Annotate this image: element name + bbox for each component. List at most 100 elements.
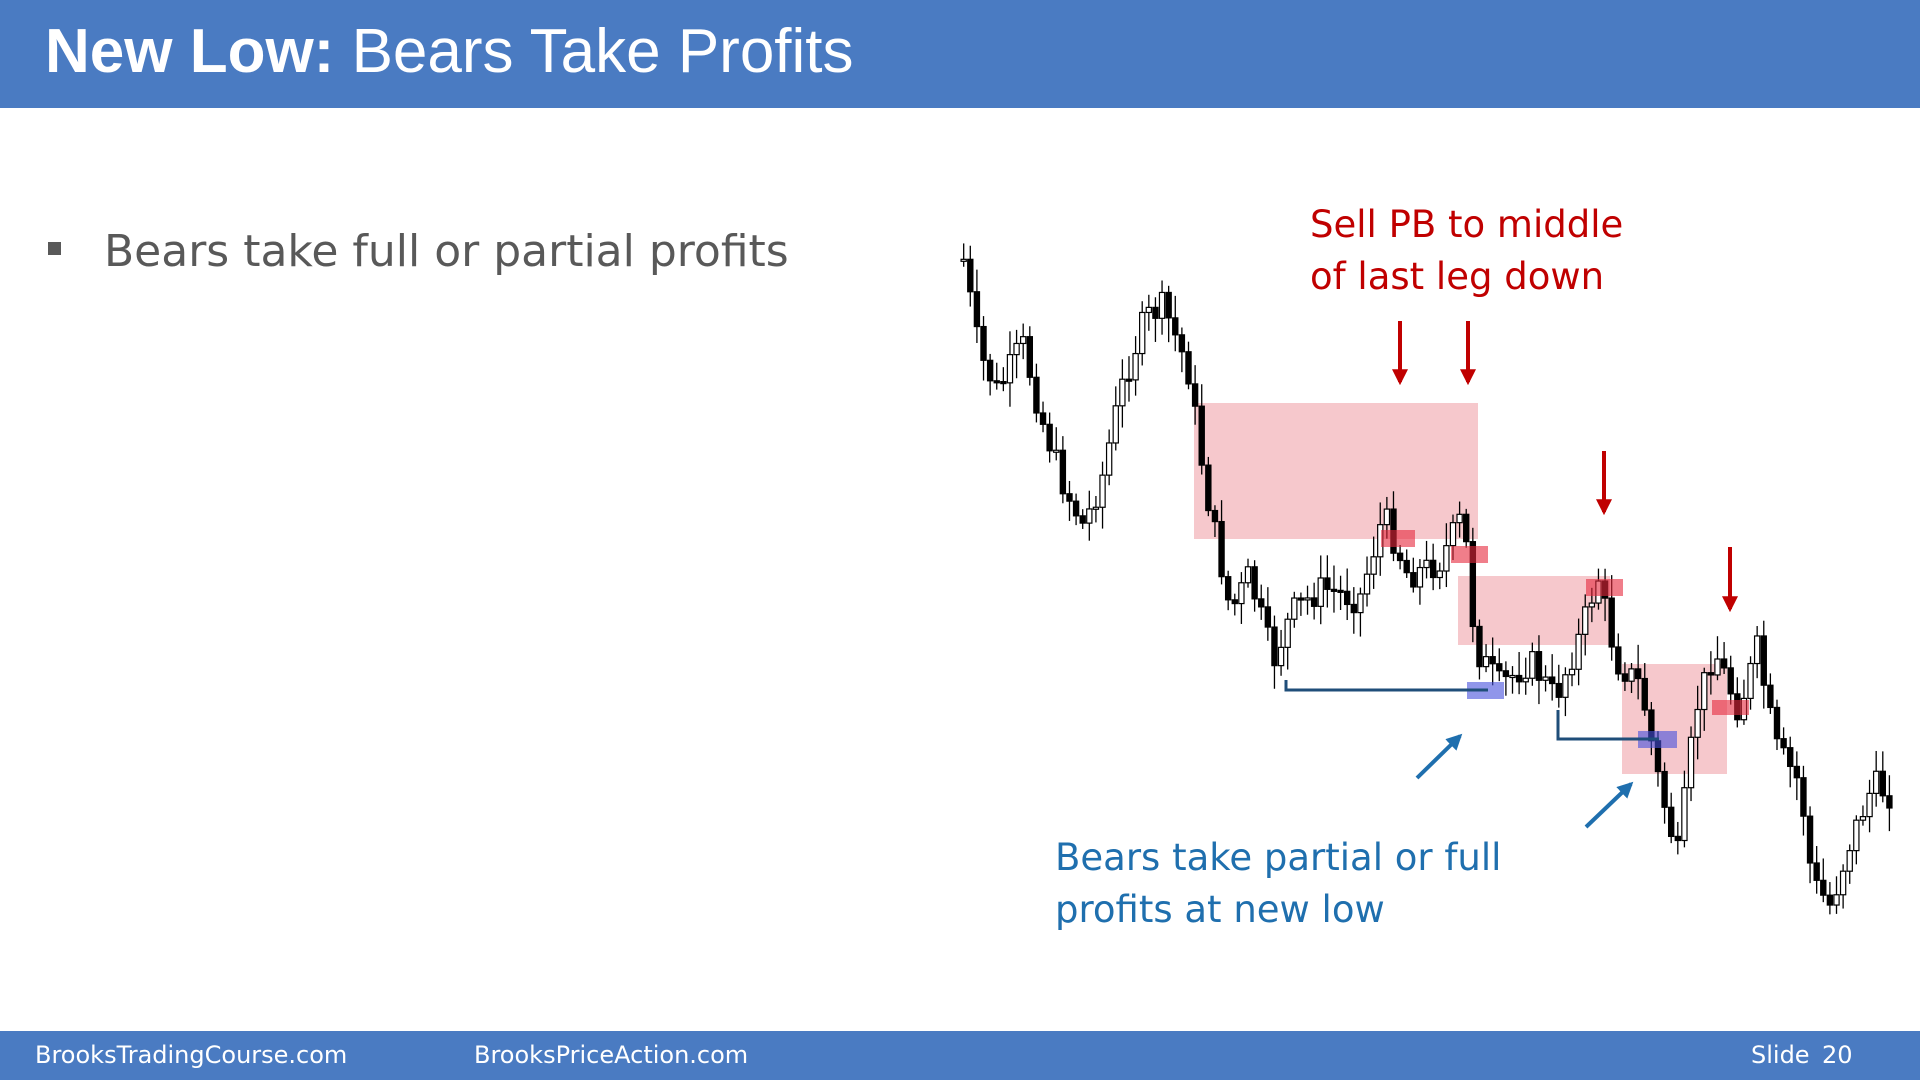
- zones: [1194, 403, 1727, 774]
- candle-body: [1145, 306, 1153, 314]
- candle-body: [1092, 506, 1100, 510]
- candle-body: [1350, 603, 1358, 614]
- highlights: [1284, 530, 1749, 748]
- candle-body: [1158, 291, 1166, 319]
- slide-number: 20: [1822, 1041, 1853, 1069]
- candle-body: [1707, 672, 1715, 676]
- annotation-line: profits at new low: [1055, 888, 1385, 931]
- candle-body: [1059, 449, 1067, 495]
- candle-body: [1621, 673, 1629, 682]
- candle-body: [1509, 674, 1516, 679]
- title-rest: Bears Take Profits: [351, 17, 854, 86]
- candle-body: [1363, 573, 1371, 595]
- candle-body: [1476, 625, 1483, 668]
- candle-body: [1357, 593, 1364, 614]
- candle-body: [1033, 376, 1040, 414]
- candle-body: [1211, 509, 1219, 523]
- candle-body: [1343, 590, 1351, 606]
- candle-body: [1826, 894, 1834, 906]
- candle-body: [973, 291, 981, 328]
- candle-body: [1218, 520, 1225, 578]
- candle-body: [1079, 515, 1086, 524]
- candle-body: [1251, 566, 1258, 600]
- sell-highlight: [1586, 579, 1623, 596]
- prior-low-line: [1284, 680, 1488, 692]
- candle-body: [1853, 819, 1860, 852]
- candle-body: [1562, 674, 1569, 698]
- candle-body: [1112, 405, 1119, 444]
- candle-body: [1304, 597, 1311, 601]
- candle-body: [1172, 317, 1179, 336]
- annotation-line: Bears take partial or full: [1055, 836, 1501, 879]
- candle-body: [1535, 651, 1543, 681]
- candle-body: [1000, 381, 1007, 385]
- candle-body: [1727, 667, 1734, 695]
- price-chart: Sell PB to middle of last leg down Bears…: [960, 203, 1893, 931]
- candle-body: [1859, 816, 1867, 821]
- arrows: [1392, 321, 1738, 829]
- candle-body: [1337, 589, 1344, 593]
- candle-body: [1515, 674, 1523, 683]
- candle-body: [1099, 474, 1106, 508]
- sell-zone: [1622, 664, 1727, 774]
- sell-highlight: [1712, 700, 1749, 715]
- sell-highlight: [1451, 546, 1488, 563]
- candle-body: [1125, 378, 1133, 382]
- candle-body: [1456, 513, 1463, 524]
- candle-body: [1886, 795, 1893, 809]
- candle-body: [1529, 651, 1536, 679]
- candle-body: [1681, 787, 1688, 842]
- candle-body: [1833, 894, 1840, 906]
- candle-body: [1423, 559, 1430, 569]
- candle-body: [1634, 668, 1642, 680]
- annotation-line: Sell PB to middle: [1310, 203, 1623, 246]
- candle-body: [1674, 835, 1682, 842]
- candle-body: [1284, 618, 1291, 648]
- candle-body: [1258, 598, 1265, 608]
- candle-body: [1205, 464, 1212, 512]
- candle-body: [1324, 577, 1331, 590]
- slide-title: New Low: Bears Take Profits: [45, 16, 854, 87]
- candle-body: [1436, 570, 1443, 579]
- candle-body: [1072, 500, 1080, 517]
- candle-body: [1582, 606, 1589, 635]
- candle-body: [1244, 566, 1252, 584]
- candle-body: [1846, 850, 1853, 872]
- candle-body: [980, 325, 987, 361]
- candle-body: [993, 380, 1000, 384]
- candle-body: [1383, 508, 1391, 526]
- candle-body: [1482, 656, 1490, 668]
- candle-body: [1800, 777, 1807, 817]
- candle-body: [1370, 556, 1377, 575]
- candle-body: [1813, 862, 1820, 881]
- candle-body: [1330, 588, 1338, 592]
- candle-body: [1086, 508, 1093, 524]
- candle-body: [1760, 635, 1767, 686]
- candle-body: [1879, 770, 1886, 797]
- title-bold: New Low:: [45, 17, 335, 86]
- candle-body: [1178, 334, 1186, 353]
- candle-body: [1568, 668, 1576, 676]
- candle-body: [986, 359, 994, 382]
- candle-body: [1793, 765, 1801, 779]
- candle-body: [1396, 552, 1404, 562]
- candle-body: [1667, 806, 1675, 838]
- bullet-text: Bears take full or partial profits: [104, 226, 789, 277]
- candle-body: [1872, 770, 1880, 794]
- candle-body: [1787, 747, 1794, 768]
- candle-body: [1165, 291, 1172, 319]
- candle-body: [1403, 559, 1410, 574]
- candle-body: [1701, 672, 1708, 711]
- header-bar: New Low: Bears Take Profits: [0, 0, 1920, 108]
- candle-body: [1720, 658, 1728, 669]
- candle-body: [1277, 646, 1285, 667]
- candle-body: [1687, 736, 1695, 789]
- candle-body: [1449, 522, 1457, 547]
- candle-body: [1806, 815, 1814, 864]
- candle-body: [1132, 352, 1139, 381]
- candle-body: [1046, 423, 1053, 452]
- candle-body: [1502, 670, 1510, 678]
- candle-body: [1866, 792, 1873, 818]
- candle-body: [1026, 336, 1034, 378]
